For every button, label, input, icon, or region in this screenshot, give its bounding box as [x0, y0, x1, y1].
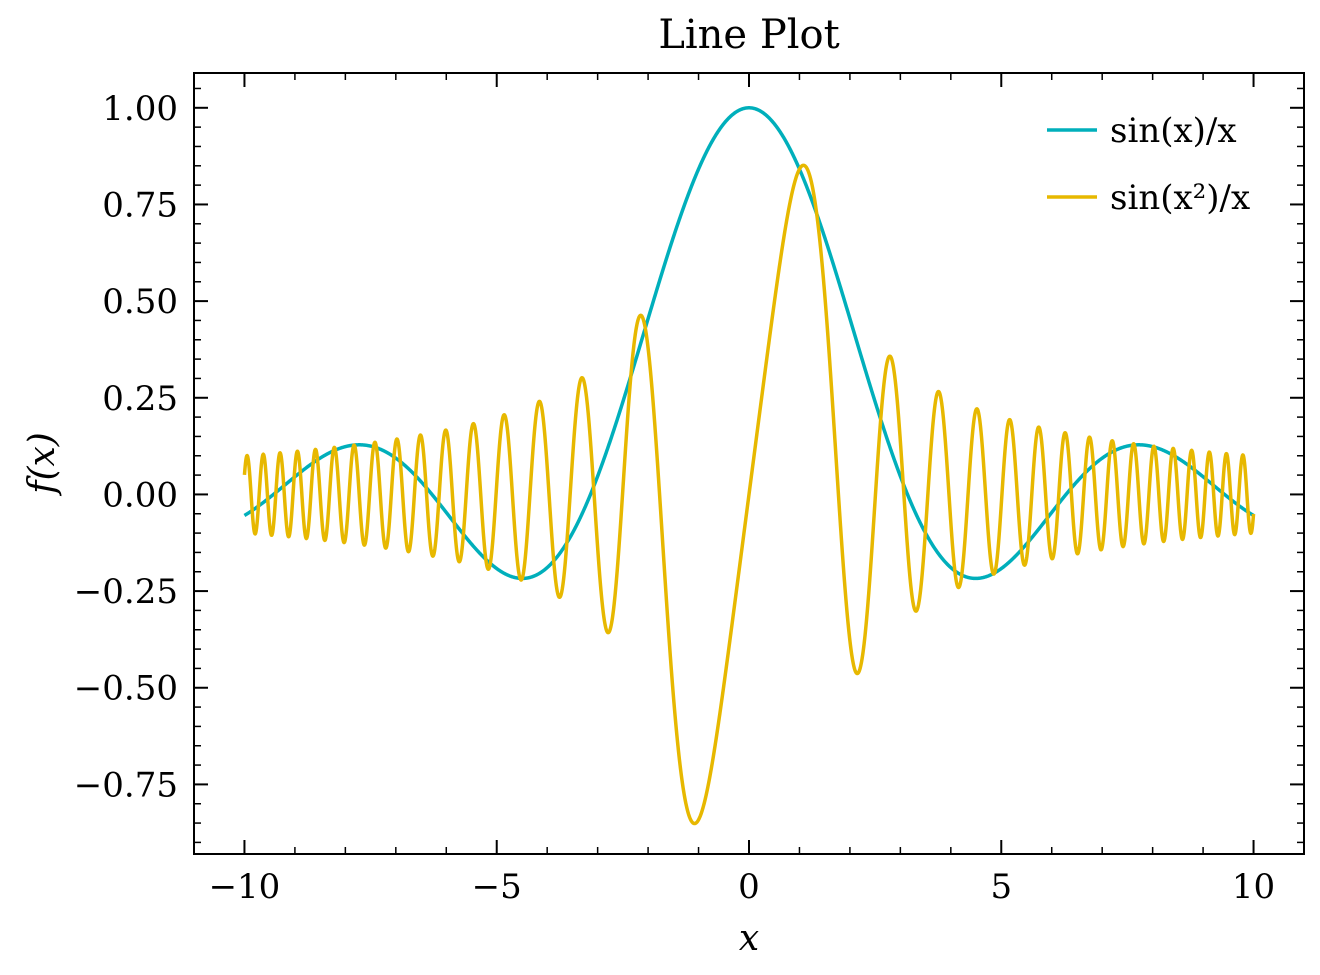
plot-lines — [242, 106, 1256, 826]
x-tick-label: 5 — [990, 867, 1012, 907]
x-axis-label-text: x — [739, 918, 759, 959]
y-tick-label: 1.00 — [102, 89, 178, 129]
y-tick-label: 0.50 — [102, 282, 178, 322]
x-tick-label: 0 — [738, 867, 760, 907]
y-tick-label: 0.00 — [102, 475, 178, 515]
x-axis-label: x — [739, 918, 759, 959]
y-tick-label: −0.50 — [74, 669, 178, 709]
legend: sin(x)/x sin(x²)/x — [1047, 111, 1250, 218]
legend-label-sinc: sin(x)/x — [1110, 111, 1237, 151]
x-tick-label: 10 — [1232, 867, 1275, 907]
series-line-1 — [242, 163, 1256, 826]
y-tick-label: −0.25 — [74, 572, 178, 612]
y-axis-label: f(x) — [22, 432, 63, 497]
y-tick-label: 0.25 — [102, 379, 178, 419]
x-tick-label: −5 — [472, 867, 522, 907]
x-axis-ticks: −10 −5 0 5 10 — [193, 73, 1305, 907]
chart-title: Line Plot — [658, 12, 839, 58]
legend-label-sin-x-squared: sin(x²)/x — [1110, 178, 1250, 218]
x-tick-label: −10 — [209, 867, 281, 907]
y-tick-label: 0.75 — [102, 185, 178, 225]
y-tick-label: −0.75 — [74, 765, 178, 805]
y-axis-ticks: −0.75 −0.50 −0.25 0.00 0.25 0.50 0.75 1.00 — [74, 87, 1304, 844]
